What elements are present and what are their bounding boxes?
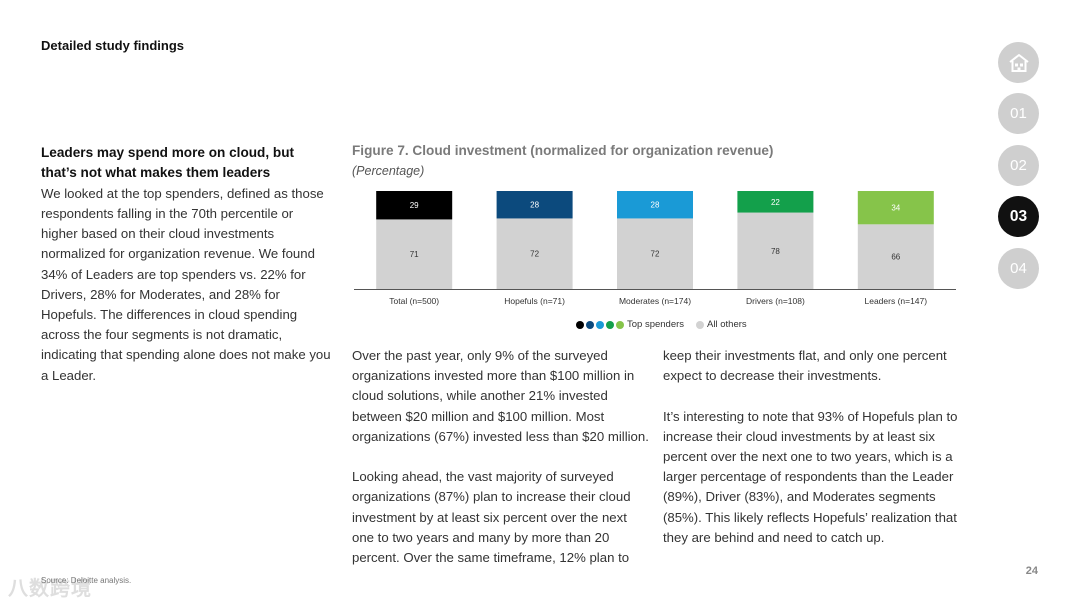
bar-segment	[857, 224, 934, 289]
legend-swatch	[696, 320, 705, 329]
figure-subtitle: (Percentage)	[352, 164, 425, 178]
body-paragraph: keep their investments flat, and only on…	[663, 348, 947, 384]
chart-legend: Top spenders All others	[576, 319, 759, 330]
bar-segment	[376, 219, 453, 289]
legend-top-spenders-swatches	[576, 320, 626, 329]
nav-item-03[interactable]: 03	[998, 196, 1039, 237]
bar-segment	[737, 191, 814, 213]
figure-title: Figure 7. Cloud investment (normalized f…	[352, 143, 774, 158]
bar-segment	[857, 191, 934, 225]
left-column: Leaders may spend more on cloud, but tha…	[41, 143, 331, 386]
legend-swatch	[616, 320, 624, 329]
x-tick-label: Moderates (n=174)	[619, 296, 691, 306]
legend-swatch	[586, 320, 594, 329]
x-tick-label: Total (n=500)	[389, 296, 439, 306]
legend-label-all-others: All others	[707, 319, 747, 330]
body-paragraph: Over the past year, only 9% of the surve…	[352, 348, 649, 444]
body-paragraph: Looking ahead, the vast majority of surv…	[352, 469, 631, 566]
bar-segment	[376, 191, 453, 220]
x-tick-label: Hopefuls (n=71)	[504, 296, 565, 306]
legend-label-top-spenders: Top spenders	[627, 319, 685, 330]
left-headline: Leaders may spend more on cloud, but tha…	[41, 145, 295, 181]
data-label: 66	[891, 253, 900, 262]
x-tick-label: Leaders (n=147)	[864, 296, 927, 306]
body-column-1: Over the past year, only 9% of the surve…	[352, 346, 652, 588]
nav-item-04[interactable]: 04	[998, 248, 1039, 289]
body-column-2: keep their investments flat, and only on…	[663, 346, 958, 568]
data-label: 72	[651, 250, 660, 259]
watermark-logo: 八数跨境	[8, 578, 92, 600]
bar-segment	[496, 218, 573, 289]
bar-segment	[617, 218, 693, 289]
data-label: 78	[771, 247, 780, 256]
legend-swatch	[606, 320, 614, 329]
legend-swatch	[576, 320, 584, 329]
body-paragraph: It’s interesting to note that 93% of Hop…	[663, 408, 958, 545]
x-tick-label: Drivers (n=108)	[746, 296, 805, 306]
nav-item-02[interactable]: 02	[998, 145, 1039, 186]
nav-item-01[interactable]: 01	[998, 93, 1039, 134]
section-title: Detailed study findings	[41, 38, 185, 53]
data-label: 28	[530, 201, 539, 210]
home-icon	[1008, 53, 1029, 72]
page-number: 24	[1025, 565, 1038, 577]
legend-swatch	[596, 320, 604, 329]
home-button[interactable]	[998, 42, 1039, 83]
data-label: 71	[410, 250, 419, 259]
data-label: 34	[891, 204, 900, 213]
bar-segment	[737, 212, 814, 289]
data-label: 29	[410, 201, 419, 210]
source-note: Source: Deloitte analysis.	[41, 576, 132, 585]
bar-segment	[617, 191, 693, 219]
legend-all-others-swatches	[696, 320, 706, 329]
data-label: 28	[651, 201, 660, 210]
bar-segment	[496, 191, 573, 219]
data-label: 72	[530, 250, 539, 259]
stacked-bar-chart: 71 29 Total (n=500) 72 28 Hopefuls (n=71) 72 28…	[354, 191, 956, 306]
data-label: 22	[771, 198, 780, 207]
left-body-text: We looked at the top spenders, defined a…	[41, 185, 331, 383]
